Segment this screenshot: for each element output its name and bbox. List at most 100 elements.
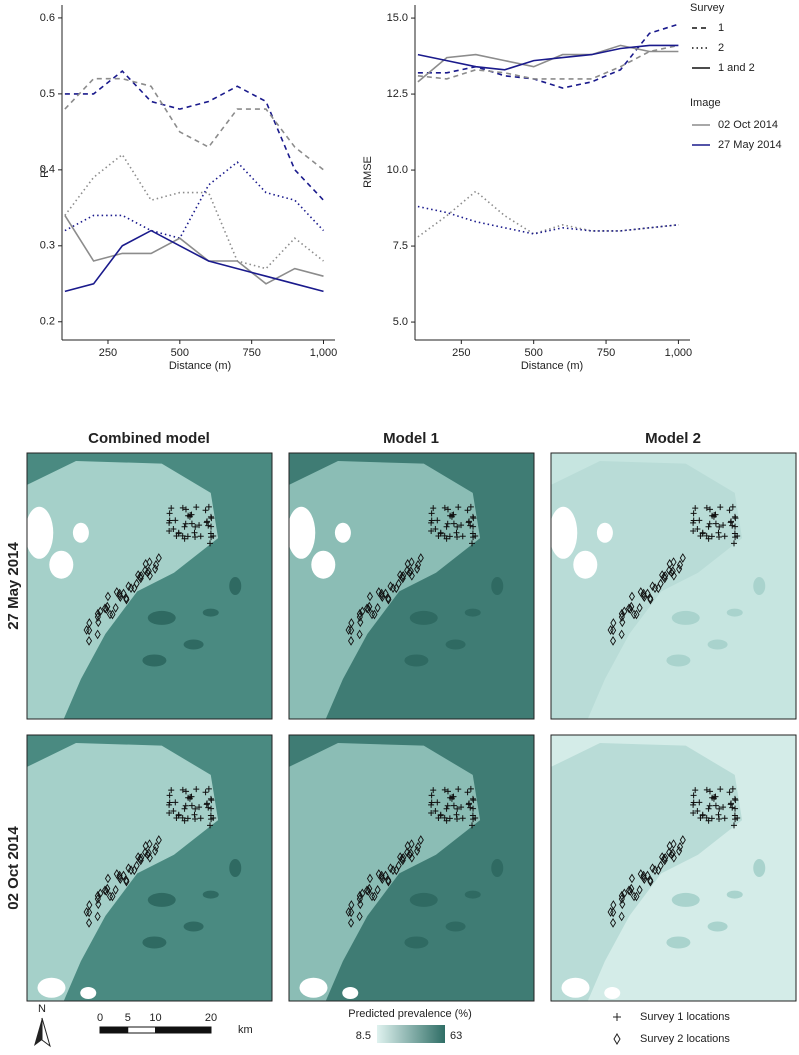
survey1-marker xyxy=(193,504,200,511)
survey1-marker xyxy=(168,787,175,794)
map-patch xyxy=(229,577,242,595)
survey1-marker xyxy=(732,523,739,530)
survey1-marker xyxy=(184,815,191,822)
survey2-marker xyxy=(120,870,127,881)
survey2-marker xyxy=(109,891,116,902)
survey2-marker xyxy=(382,870,389,881)
survey1-marker xyxy=(692,505,699,512)
survey2-marker xyxy=(636,885,643,895)
survey2-marker xyxy=(627,886,634,897)
survey2-marker xyxy=(393,583,400,594)
survey2-marker xyxy=(116,870,123,881)
series-line xyxy=(64,229,324,293)
survey1-marker xyxy=(450,802,457,809)
map-patch xyxy=(671,892,700,907)
survey1-marker xyxy=(193,786,200,793)
survey1-marker xyxy=(715,529,722,536)
survey1-marker xyxy=(470,534,477,541)
north-arrow xyxy=(34,1017,51,1048)
masked-area xyxy=(49,550,74,579)
survey1-marker xyxy=(441,504,448,511)
survey2-marker xyxy=(666,559,673,569)
y-tick-label: 5.0 xyxy=(393,316,408,328)
survey1-marker xyxy=(694,807,701,814)
survey2-marker xyxy=(385,594,392,605)
survey2-marker xyxy=(116,590,123,601)
survey2-marker xyxy=(628,883,635,894)
x-axis-label: Distance (m) xyxy=(521,360,583,372)
survey1-marker xyxy=(454,805,461,812)
survey1-marker xyxy=(450,520,457,527)
survey2-marker xyxy=(152,560,160,570)
survey2-marker xyxy=(371,891,378,902)
survey2-marker xyxy=(659,570,666,580)
scale-label: 20 xyxy=(205,1012,217,1024)
survey2-marker xyxy=(374,603,381,613)
map-patch xyxy=(491,577,504,595)
survey2-marker xyxy=(112,603,119,613)
survey2-marker xyxy=(649,581,656,592)
series-line xyxy=(64,77,324,171)
survey2-marker xyxy=(627,604,634,615)
survey1-marker xyxy=(709,512,716,519)
survey1-marker xyxy=(712,520,719,527)
survey1-marker xyxy=(207,822,214,829)
survey2-marker xyxy=(640,588,647,599)
survey2-marker xyxy=(146,557,153,567)
survey1-marker xyxy=(469,540,476,547)
survey1-marker xyxy=(717,504,724,511)
scale-segment xyxy=(127,1026,156,1034)
survey2-marker xyxy=(359,888,366,899)
map-patch xyxy=(404,936,429,949)
survey1-marker xyxy=(192,805,199,812)
survey1-marker xyxy=(705,523,712,530)
row-title: 27 May 2014 xyxy=(5,542,22,630)
survey1-marker xyxy=(443,523,450,530)
column-title: Model 1 xyxy=(383,430,439,447)
survey1-marker xyxy=(690,528,697,535)
survey2-marker xyxy=(356,890,363,901)
survey2-marker xyxy=(155,835,162,845)
masked-area xyxy=(37,977,66,998)
survey1-marker xyxy=(731,795,738,802)
survey2-marker xyxy=(131,583,138,594)
map-patch xyxy=(666,654,691,667)
survey1-marker xyxy=(450,511,457,518)
survey2-marker xyxy=(125,863,132,874)
survey2-marker xyxy=(83,907,90,917)
survey1-marker xyxy=(444,506,451,513)
masked-area xyxy=(561,977,590,998)
survey1-marker xyxy=(435,532,442,539)
survey1-marker xyxy=(428,528,435,535)
survey2-marker xyxy=(630,891,638,902)
masked-area xyxy=(596,522,613,543)
survey2-marker xyxy=(655,865,662,876)
scale-label: 0 xyxy=(97,1012,103,1024)
survey1-marker xyxy=(706,520,713,527)
survey1-marker xyxy=(465,801,472,808)
survey2-marker xyxy=(417,835,424,845)
survey2-marker xyxy=(382,588,389,599)
survey1-marker xyxy=(716,533,723,540)
scale-segment xyxy=(155,1026,212,1034)
survey1-marker xyxy=(454,533,461,540)
survey2-marker xyxy=(348,918,355,928)
survey1-marker xyxy=(182,506,189,513)
survey1-marker xyxy=(732,534,739,541)
survey2-marker xyxy=(414,560,422,570)
map-patch xyxy=(491,859,504,877)
survey2-marker xyxy=(155,553,162,563)
survey1-marker xyxy=(170,525,177,532)
survey2-marker xyxy=(378,870,385,881)
survey2-marker xyxy=(408,839,415,849)
survey1-marker xyxy=(470,805,477,812)
y-axis-label: R² xyxy=(39,166,51,178)
map-patch xyxy=(202,890,219,899)
survey1-marker xyxy=(207,540,214,547)
map-region xyxy=(289,742,481,1001)
survey2-marker xyxy=(618,911,625,922)
survey2-marker xyxy=(387,863,394,874)
survey2-marker xyxy=(146,570,153,581)
survey1-marker xyxy=(444,520,451,527)
map-patch xyxy=(183,921,204,932)
